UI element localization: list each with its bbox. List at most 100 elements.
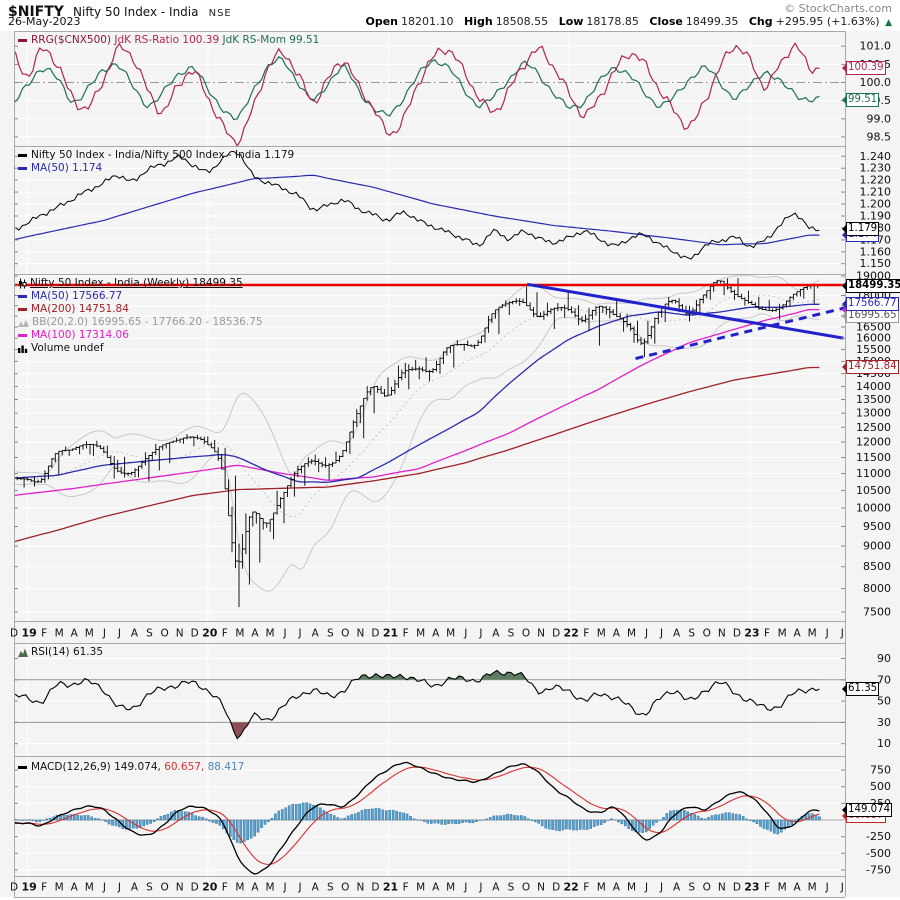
price-value-box: 18499.35 xyxy=(842,279,900,293)
macd-hist-label: 88.417 xyxy=(207,761,245,773)
month-label: A xyxy=(71,628,79,640)
month-label: A xyxy=(492,882,500,894)
month-label: J xyxy=(478,882,482,894)
month-label: J xyxy=(840,882,844,894)
value-box-text: 61.35 xyxy=(848,683,878,694)
rsi-ytick-label: 30 xyxy=(877,716,891,729)
ratio-ytick-label: 1.200 xyxy=(860,198,892,211)
value-box-text: 100.39 xyxy=(848,62,884,73)
open-value: 18201.10 xyxy=(401,15,454,28)
month-label: F xyxy=(764,628,770,640)
month-label: A xyxy=(251,628,259,640)
price-ytick-label: 13000 xyxy=(856,407,891,420)
rrg-ytick-label: 99.0 xyxy=(867,112,892,125)
month-label: M xyxy=(597,628,606,640)
macd-panel xyxy=(14,761,845,875)
price-ytick-label: 10500 xyxy=(856,484,891,497)
value-box-arrow-icon xyxy=(842,305,847,315)
macd-label: MACD(12,26,9) 149.074, xyxy=(31,761,161,773)
month-label: M xyxy=(85,882,94,894)
month-label: J xyxy=(659,882,663,894)
symbol: $NIFTY xyxy=(8,4,64,20)
price-ytick-label: 16000 xyxy=(856,332,891,345)
rrg-line-icon xyxy=(18,38,27,42)
macd-line-icon xyxy=(18,765,27,769)
month-label: 22 xyxy=(564,881,579,894)
rsi-line xyxy=(14,669,820,740)
month-label: A xyxy=(613,628,621,640)
month-label: D xyxy=(191,628,199,640)
macd-legend: MACD(12,26,9) 149.074, 60.657, 88.417 xyxy=(18,761,244,774)
high-value: 18508.55 xyxy=(495,15,549,28)
month-label: S xyxy=(327,628,334,640)
month-label: O xyxy=(522,882,530,894)
up-arrow-icon: ▲ xyxy=(885,18,892,28)
value-box-arrow-icon xyxy=(842,684,847,694)
price-ytick-label: 8500 xyxy=(863,560,891,573)
month-label: A xyxy=(794,882,802,894)
value-box-arrow-icon xyxy=(842,95,847,105)
month-label: M xyxy=(85,628,94,640)
header: $NIFTY Nifty 50 Index - India NSE © Stoc… xyxy=(0,0,900,31)
month-label: O xyxy=(160,628,168,640)
month-label: J xyxy=(463,882,467,894)
bb-upper xyxy=(14,275,820,476)
value-box-arrow-icon xyxy=(842,63,847,73)
ratio-ma-label: MA(50) 1.174 xyxy=(31,162,103,174)
price-ytick-label: 7500 xyxy=(863,606,891,619)
month-label: O xyxy=(703,882,711,894)
value-box-arrow-icon xyxy=(842,362,847,372)
month-label: S xyxy=(146,628,153,640)
month-label: M xyxy=(55,882,64,894)
value-box-text: 18499.35 xyxy=(848,280,900,291)
month-label: M xyxy=(265,628,274,640)
value-box-text: 17566.77 xyxy=(848,298,897,309)
price-legend: Nifty 50 Index - India (Weekly) 18499.35… xyxy=(18,277,263,355)
month-label: N xyxy=(537,882,545,894)
month-label: F xyxy=(583,882,589,894)
month-label: 21 xyxy=(383,881,398,894)
month-label: F xyxy=(222,882,228,894)
rsi-legend: RSI(14) 61.35 xyxy=(18,646,103,659)
rsi-overbought-fill xyxy=(83,670,527,680)
price-title: Nifty 50 Index - India (Weekly) 18499.35 xyxy=(30,277,243,289)
rrg-ytick-label: 100.0 xyxy=(860,76,892,89)
price-ohlc-bars xyxy=(14,278,820,608)
open-label: Open xyxy=(365,15,398,28)
macd-ytick-label: -500 xyxy=(866,847,891,860)
date: 26-May-2023 xyxy=(8,15,81,28)
value-box-text: 14751.84 xyxy=(848,361,897,372)
value-box-arrow-icon xyxy=(842,811,847,821)
x-axis-labels: DD1919FFMMAAMMJJJJAASSOONNDD2020FFMMAAMM… xyxy=(10,627,844,894)
price-ytick-label: 13500 xyxy=(856,393,891,406)
month-label: N xyxy=(356,882,364,894)
rrg-ytick-label: 98.5 xyxy=(867,130,892,143)
value-box-arrow-icon xyxy=(842,805,847,815)
month-label: J xyxy=(298,628,302,640)
low-label: Low xyxy=(558,15,584,28)
ma200-label: MA(200) 14751.84 xyxy=(31,303,129,315)
close-value: 18499.35 xyxy=(685,15,739,28)
value-box-text: 1.179 xyxy=(848,223,878,234)
bollinger-icon xyxy=(18,319,29,327)
month-label: S xyxy=(508,882,515,894)
ratio-line xyxy=(14,150,820,260)
month-label: J xyxy=(659,628,663,640)
value-box-text: 99.51 xyxy=(848,94,878,105)
rrg-panel xyxy=(14,42,845,146)
ma100-line-icon xyxy=(18,333,27,337)
ma50-line-icon xyxy=(18,294,27,298)
month-label: A xyxy=(131,882,139,894)
rrg-legend: RRG($CNX500) JdK RS-Ratio 100.39 JdK RS-… xyxy=(18,34,319,47)
ratio-label: Nifty 50 Index - India/Nifty 500 Index -… xyxy=(31,149,295,161)
month-label: M xyxy=(265,882,274,894)
month-label: J xyxy=(840,628,844,640)
ma200-line-icon xyxy=(18,307,27,311)
macd-line xyxy=(14,761,820,875)
month-label: 19 xyxy=(21,881,36,894)
volume-bars-icon xyxy=(18,345,28,353)
month-label: J xyxy=(478,628,482,640)
header-title-row: $NIFTY Nifty 50 Index - India NSE © Stoc… xyxy=(8,1,892,20)
month-label: M xyxy=(778,882,787,894)
ratio-ytick-label: 1.230 xyxy=(860,162,892,175)
